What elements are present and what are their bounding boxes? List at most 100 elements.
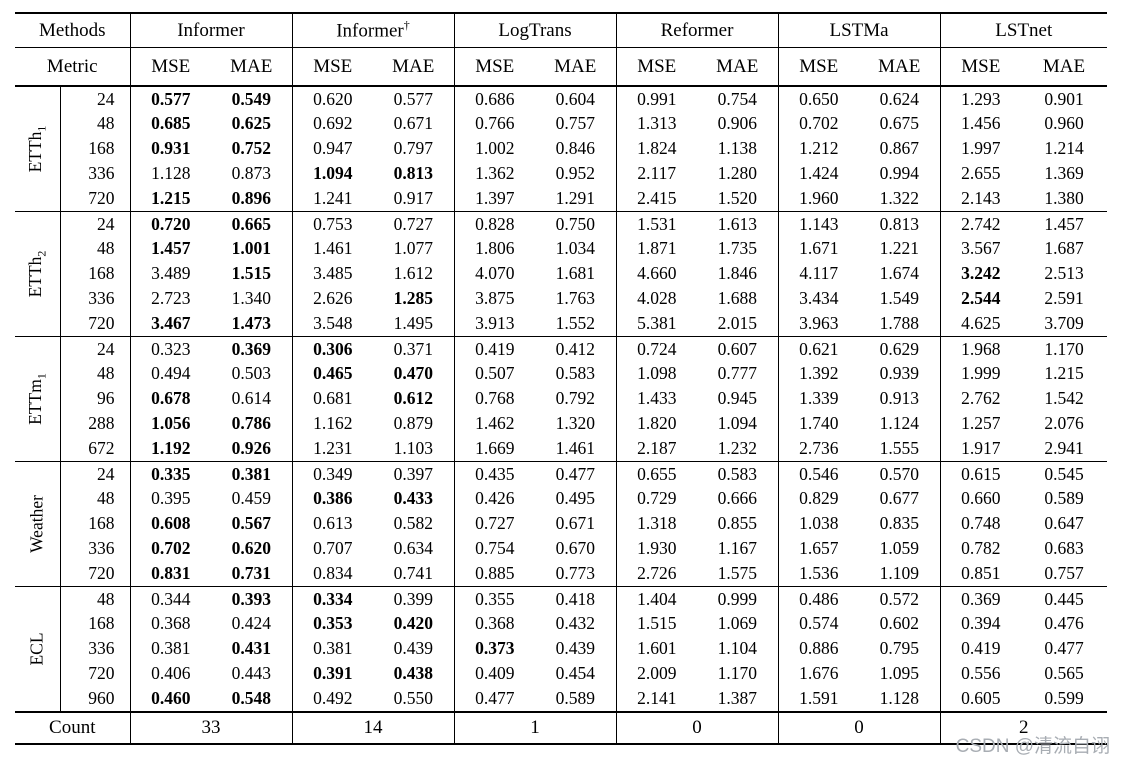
metric-value-cell: 0.896 (231, 187, 271, 208)
metric-value-cell: 1.077 (393, 238, 433, 259)
horizon-cell: 672 (59, 436, 130, 462)
metric-value-cell: 1.056 (129, 411, 211, 437)
dataset-label-text: ETTm1 (25, 373, 49, 425)
horizon-cell: 24 (59, 460, 130, 487)
metric-value-cell: 1.095 (879, 662, 919, 683)
metric-value-cell: 1.457 (1021, 210, 1107, 237)
metric-value-cell: 0.406 (129, 661, 211, 687)
metric-value-cell: 0.386 (291, 486, 373, 512)
metric-value-cell: 1.473 (231, 312, 271, 333)
metric-value-cell: 1.612 (393, 263, 433, 284)
metric-value-cell: 0.355 (453, 585, 535, 612)
metric-value-cell: 0.686 (453, 86, 535, 112)
metric-value-cell: 0.391 (291, 661, 373, 687)
metric-value-cell: 0.727 (373, 210, 454, 237)
metric-value-cell: 0.629 (859, 335, 941, 362)
metric-value-cell: 2.076 (1044, 413, 1084, 433)
mae-column-header: MAE (211, 47, 292, 87)
dataset-label-etth1: ETTh1 (15, 86, 60, 211)
dataset-label-text: ETTh2 (25, 250, 49, 298)
metric-value-cell: 2.513 (1044, 263, 1084, 284)
table-row-ettm1-48: 48 0.494 0.503 0.465 0.470 0.507 0.583 1.098 0.7… (15, 361, 1107, 387)
metric-value-cell: 0.828 (453, 210, 535, 237)
metric-value-cell: 1.515 (231, 263, 271, 284)
metric-value-cell: 0.577 (393, 88, 433, 109)
metric-value-cell: 0.399 (373, 585, 454, 612)
metric-value-cell: 1.871 (615, 236, 698, 262)
horizon-cell: 168 (59, 261, 130, 287)
metric-value-cell: 0.886 (777, 636, 860, 662)
metric-value-cell: 1.001 (231, 238, 271, 259)
metric-value-cell: 0.381 (129, 636, 211, 662)
metric-value-cell: 0.394 (939, 611, 1022, 637)
metric-value-cell: 1.212 (777, 136, 860, 162)
metric-value-cell: 3.963 (777, 311, 860, 337)
metric-value-cell: 1.215 (1044, 363, 1084, 384)
metric-value-cell: 0.671 (393, 113, 433, 134)
metric-value-cell: 0.625 (231, 113, 271, 134)
metric-value-cell: 1.109 (879, 562, 919, 583)
metric-value-cell: 0.906 (717, 113, 757, 134)
count-value-informer: 33 (129, 710, 292, 744)
metric-value-cell: 0.556 (939, 661, 1022, 687)
metric-value-cell: 0.418 (535, 585, 617, 612)
metric-value-cell: 0.419 (939, 636, 1022, 662)
dataset-label-ettm1: ETTm1 (15, 335, 60, 462)
horizon-cell: 720 (59, 661, 130, 687)
metric-value-cell: 0.574 (777, 611, 860, 637)
table-row-etth2-720: 720 3.467 1.473 3.548 1.495 3.913 1.552 5.381 2.… (15, 311, 1107, 337)
mae-column-header: MAE (535, 47, 617, 87)
metric-value-cell: 0.855 (717, 513, 757, 534)
metric-value-cell: 0.939 (879, 363, 919, 384)
horizon-cell: 336 (59, 536, 130, 562)
metric-value-cell: 0.650 (777, 86, 860, 112)
metric-value-cell: 0.373 (453, 636, 535, 662)
metric-value-cell: 2.726 (615, 561, 698, 587)
mae-column-header: MAE (373, 47, 454, 87)
metric-value-cell: 0.477 (1044, 638, 1084, 659)
metric-value-cell: 0.608 (129, 511, 211, 537)
metric-value-cell: 0.901 (1044, 88, 1084, 109)
metric-value-cell: 2.626 (291, 286, 373, 312)
metric-value-cell: 0.885 (453, 561, 535, 587)
methods-header-row: Methods Informer Informer† LogTrans Reforme… (15, 13, 1107, 48)
metric-value-cell: 0.577 (129, 86, 211, 112)
metric-value-cell: 0.753 (291, 210, 373, 237)
metric-value-cell: 1.291 (555, 187, 595, 208)
count-value-logtrans: 1 (453, 710, 617, 744)
metric-value-cell: 1.339 (777, 386, 860, 412)
count-value-lstnet: 2 (939, 710, 1107, 744)
metric-value-cell: 1.657 (777, 536, 860, 562)
metric-value-cell: 0.621 (777, 335, 860, 362)
metric-value-cell: 0.678 (129, 386, 211, 412)
metric-value-cell: 0.545 (1021, 460, 1107, 487)
metric-value-cell: 1.424 (777, 161, 860, 187)
table-row-ecl-336: 336 0.381 0.431 0.381 0.439 0.373 0.439 1.601 1.… (15, 636, 1107, 662)
table-row-weather-24: Weather 24 0.335 0.381 0.349 0.397 0.435 0.477 0… (15, 460, 1107, 587)
dagger-superscript: † (403, 18, 410, 33)
table-row-weather-336: 336 0.702 0.620 0.707 0.634 0.754 0.670 1.930 1.… (15, 536, 1107, 562)
table-row-etth2-168: 168 3.489 1.515 3.485 1.612 4.070 1.681 4.660 1.… (15, 261, 1107, 287)
metric-value-cell: 1.740 (777, 411, 860, 437)
mse-column-header: MSE (777, 47, 860, 87)
metric-value-cell: 0.727 (453, 511, 535, 537)
horizon-cell: 336 (59, 636, 130, 662)
count-value-reformer: 0 (615, 710, 779, 744)
dataset-label-text: ECL (26, 632, 47, 666)
horizon-cell: 24 (59, 86, 130, 112)
mae-column-header: MAE (1021, 47, 1107, 87)
metric-value-cell: 0.813 (859, 210, 941, 237)
metric-value-cell: 1.320 (555, 413, 595, 433)
metric-value-cell: 0.786 (231, 413, 271, 433)
metric-value-cell: 1.094 (291, 161, 373, 187)
metric-value-cell: 0.433 (393, 488, 433, 509)
metric-value-cell: 2.742 (939, 210, 1022, 237)
method-header-lstma: LSTMa (777, 13, 941, 48)
metric-value-cell: 1.221 (879, 238, 919, 259)
metric-value-cell: 0.991 (615, 86, 698, 112)
metric-value-cell: 0.879 (393, 413, 433, 433)
metric-value-cell: 0.599 (1044, 687, 1084, 708)
metric-value-cell: 3.913 (453, 311, 535, 337)
horizon-cell: 168 (59, 611, 130, 637)
metric-value-cell: 0.792 (555, 388, 595, 409)
